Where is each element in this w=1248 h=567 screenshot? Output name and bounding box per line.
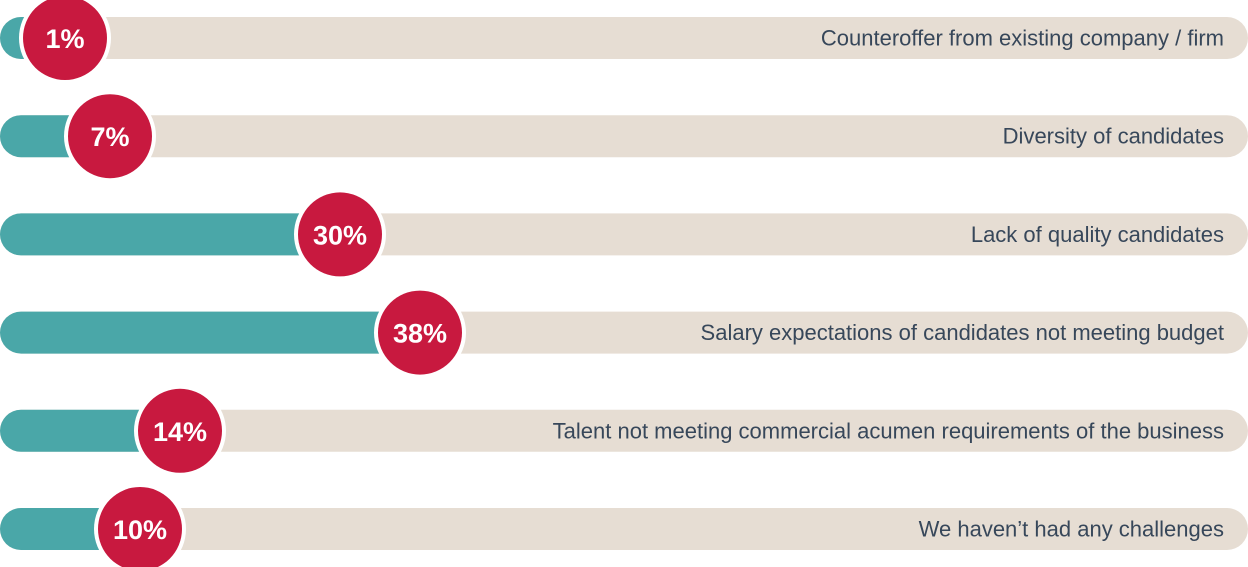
category-label: Diversity of candidates bbox=[1003, 124, 1224, 149]
badge bbox=[68, 94, 152, 179]
bar bbox=[0, 213, 340, 256]
badge bbox=[138, 388, 222, 473]
track bbox=[0, 508, 1248, 550]
value-label: 14% bbox=[153, 417, 207, 447]
value-label: 30% bbox=[313, 220, 367, 250]
badge bbox=[378, 290, 462, 375]
value-label: 10% bbox=[113, 515, 167, 545]
category-label: Salary expectations of candidates not me… bbox=[701, 320, 1224, 345]
track bbox=[0, 17, 1248, 59]
category-label: Lack of quality candidates bbox=[971, 222, 1224, 247]
bar bbox=[0, 409, 180, 452]
badge bbox=[298, 192, 382, 277]
category-label: Counteroffer from existing company / fir… bbox=[821, 26, 1224, 51]
value-label: 7% bbox=[90, 122, 129, 152]
category-label: Talent not meeting commercial acumen req… bbox=[553, 418, 1224, 443]
value-label: 1% bbox=[45, 24, 84, 54]
track bbox=[0, 409, 1248, 452]
badge bbox=[23, 0, 107, 80]
bar bbox=[0, 311, 420, 354]
value-label: 38% bbox=[393, 319, 447, 349]
badge bbox=[98, 487, 182, 567]
track bbox=[0, 115, 1248, 158]
category-label: We haven’t had any challenges bbox=[919, 517, 1224, 542]
